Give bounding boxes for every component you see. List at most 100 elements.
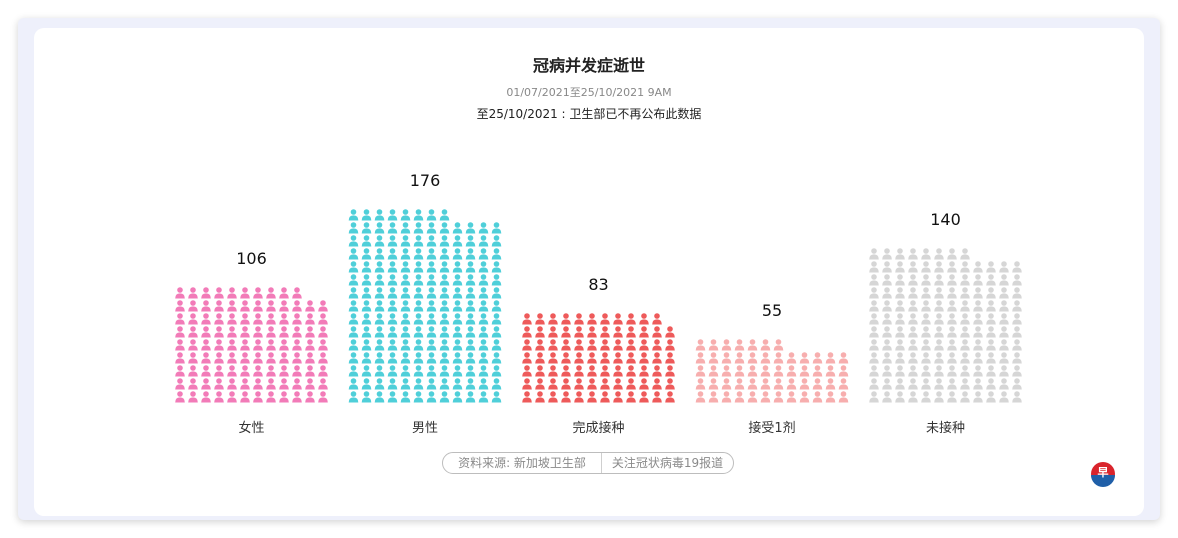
person-icon [227, 391, 237, 403]
person-icon [175, 378, 185, 390]
person-icon [201, 365, 211, 377]
person-icon [292, 378, 302, 390]
person-icon [708, 378, 719, 390]
person-icon [973, 339, 983, 351]
person-icon [387, 300, 398, 312]
person-icon [279, 326, 289, 338]
person-icon [522, 352, 532, 364]
person-icon [452, 274, 463, 286]
person-icon [960, 274, 970, 286]
person-icon [387, 248, 398, 260]
person-icon [522, 326, 532, 338]
person-icon [374, 222, 385, 234]
person-icon [348, 222, 359, 234]
person-icon [439, 365, 450, 377]
person-icon [348, 339, 359, 351]
person-icon [188, 300, 198, 312]
person-icon [374, 300, 385, 312]
person-icon [999, 274, 1009, 286]
category-label: 未接种 [926, 420, 965, 436]
person-icon [400, 274, 411, 286]
person-icon [639, 365, 649, 377]
person-icon [921, 352, 931, 364]
person-icon [201, 300, 211, 312]
person-icon [266, 352, 276, 364]
person-icon [838, 365, 849, 377]
person-icon [1012, 365, 1022, 377]
person-icon [986, 352, 996, 364]
person-icon [639, 352, 649, 364]
person-icon [361, 248, 372, 260]
person-icon [491, 261, 502, 273]
person-icon [214, 300, 224, 312]
person-icon [934, 248, 944, 260]
person-icon [708, 339, 719, 351]
person-icon [452, 300, 463, 312]
person-icon [695, 352, 706, 364]
person-icon [361, 313, 372, 325]
person-icon [613, 391, 623, 403]
person-icon [491, 248, 502, 260]
person-icon [869, 378, 879, 390]
person-icon [639, 391, 649, 403]
person-icon [1012, 326, 1022, 338]
person-icon [478, 339, 489, 351]
person-icon [266, 378, 276, 390]
follow-link[interactable]: 关注冠状病毒19报道 [611, 456, 724, 470]
person-icon [695, 391, 706, 403]
person-icon [439, 209, 450, 221]
person-icon [760, 365, 771, 377]
bar-group-2 [522, 313, 675, 403]
person-icon [348, 274, 359, 286]
person-icon [973, 300, 983, 312]
person-icon [413, 365, 424, 377]
person-icon [452, 248, 463, 260]
person-icon [374, 235, 385, 247]
person-icon [426, 209, 437, 221]
person-icon [387, 287, 398, 299]
person-icon [374, 365, 385, 377]
person-icon [292, 352, 302, 364]
person-icon [999, 313, 1009, 325]
person-icon [465, 300, 476, 312]
person-icon [465, 365, 476, 377]
person-icon [895, 339, 905, 351]
person-icon [214, 365, 224, 377]
person-icon [348, 378, 359, 390]
source-pill[interactable]: 资料来源: 新加坡卫生部 关注冠状病毒19报道 [442, 452, 734, 474]
person-icon [452, 287, 463, 299]
person-icon [882, 378, 892, 390]
person-icon [652, 365, 662, 377]
person-icon [665, 339, 675, 351]
person-icon [908, 391, 918, 403]
person-icon [934, 274, 944, 286]
person-icon [613, 326, 623, 338]
person-icon [452, 339, 463, 351]
person-icon [535, 326, 545, 338]
person-icon [227, 300, 237, 312]
person-icon [387, 261, 398, 273]
person-icon [465, 378, 476, 390]
person-icon [413, 339, 424, 351]
person-icon [452, 235, 463, 247]
person-icon [695, 339, 706, 351]
zaobao-logo-icon[interactable]: 早 [1090, 461, 1116, 487]
person-icon [478, 352, 489, 364]
person-icon [999, 261, 1009, 273]
person-icon [747, 352, 758, 364]
person-icon [947, 365, 957, 377]
person-icon [491, 365, 502, 377]
person-icon [986, 261, 996, 273]
person-icon [773, 365, 784, 377]
person-icon [465, 326, 476, 338]
person-icon [921, 313, 931, 325]
person-icon [292, 391, 302, 403]
person-icon [695, 365, 706, 377]
person-icon [587, 326, 597, 338]
person-icon [491, 378, 502, 390]
person-icon [374, 326, 385, 338]
person-icon [665, 391, 675, 403]
person-icon [465, 261, 476, 273]
person-icon [986, 339, 996, 351]
person-icon [465, 222, 476, 234]
